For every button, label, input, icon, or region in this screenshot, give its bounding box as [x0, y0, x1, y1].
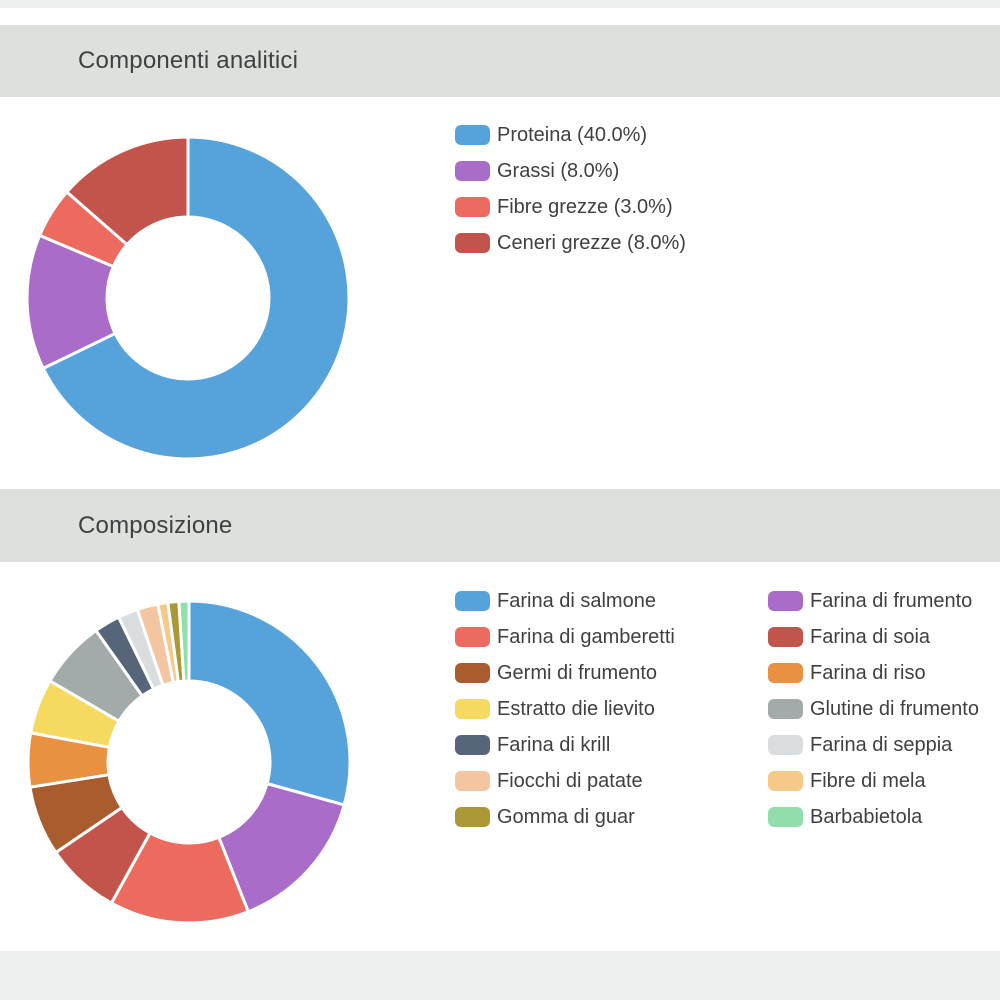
legend-label: Ceneri grezze (8.0%): [497, 231, 686, 254]
section-header-componenti-analitici: Componenti analitici: [0, 25, 1000, 97]
legend-label: Farina di soia: [810, 625, 931, 648]
pie-segment-farina-di-salmone[interactable]: [187, 599, 352, 807]
legend-swatch-farina-di-krill: [455, 735, 490, 755]
legend-item-estratto-die-lievito[interactable]: Estratto die lievito: [455, 691, 768, 727]
legend-item-farina-di-soia[interactable]: Farina di soia: [768, 619, 979, 655]
legend-swatch-gomma-di-guar: [455, 807, 490, 827]
legend-swatch-farina-di-seppia: [768, 735, 803, 755]
legend-label: Farina di seppia: [810, 733, 953, 756]
legend-label: Grassi (8.0%): [497, 159, 620, 182]
legend-swatch-fibre-di-mela: [768, 771, 803, 791]
legend-label: Glutine di frumento: [810, 697, 979, 720]
legend-item-fiocchi-di-patate[interactable]: Fiocchi di patate: [455, 763, 768, 799]
legend-swatch-germi-di-frumento: [455, 663, 490, 683]
legend-item-farina-di-gamberetti[interactable]: Farina di gamberetti: [455, 619, 768, 655]
legend-label: Germi di frumento: [497, 661, 658, 684]
section-title-componenti-analitici: Componenti analitici: [78, 47, 299, 74]
legend-item-proteina[interactable]: Proteina (40.0%): [455, 117, 686, 153]
legend-swatch-farina-di-soia: [768, 627, 803, 647]
legend-label: Fibre di mela: [810, 769, 926, 792]
legend-item-glutine-di-frumento[interactable]: Glutine di frumento: [768, 691, 979, 727]
legend-swatch-estratto-die-lievito: [455, 699, 490, 719]
legend-swatch-ceneri-grezze: [455, 233, 490, 253]
legend-swatch-fiocchi-di-patate: [455, 771, 490, 791]
legend-swatch-farina-di-salmone: [455, 591, 490, 611]
legend-item-ceneri-grezze[interactable]: Ceneri grezze (8.0%): [455, 225, 686, 261]
section-title-composizione: Composizione: [78, 511, 233, 539]
composizione-donut-chart: [26, 599, 352, 925]
legend-label: Gomma di guar: [497, 805, 635, 828]
pie-segment-barbabietola[interactable]: [177, 599, 191, 683]
legend-swatch-grassi: [455, 161, 490, 181]
composizione-legend: Farina di salmone Farina di frumento Farin…: [455, 583, 979, 835]
legend-item-fibre-di-mela[interactable]: Fibre di mela: [768, 763, 979, 799]
section-header-composizione: Composizione: [0, 489, 1000, 562]
componenti-analitici-legend: Proteina (40.0%) Grassi (8.0%) Fibre grezz…: [455, 117, 686, 261]
legend-label: Farina di salmone: [497, 589, 656, 612]
legend-label: Farina di krill: [497, 733, 611, 756]
legend-label: Farina di gamberetti: [497, 625, 675, 648]
adjacent-section-strip-top: [0, 0, 1000, 8]
pie-segment-proteina[interactable]: [41, 135, 351, 461]
legend-swatch-proteina: [455, 125, 490, 145]
legend-swatch-fibre-grezze: [455, 197, 490, 217]
legend-item-gomma-di-guar[interactable]: Gomma di guar: [455, 799, 768, 835]
legend-item-farina-di-seppia[interactable]: Farina di seppia: [768, 727, 979, 763]
legend-label: Fiocchi di patate: [497, 769, 643, 792]
legend-item-farina-di-salmone[interactable]: Farina di salmone: [455, 583, 768, 619]
legend-label: Fibre grezze (3.0%): [497, 195, 673, 218]
legend-item-germi-di-frumento[interactable]: Germi di frumento: [455, 655, 768, 691]
pie-segment-ceneri-grezze[interactable]: [65, 135, 190, 247]
legend-swatch-farina-di-frumento: [768, 591, 803, 611]
legend-label: Proteina (40.0%): [497, 123, 648, 146]
pie-segment-farina-di-frumento[interactable]: [217, 782, 346, 914]
legend-item-farina-di-krill[interactable]: Farina di krill: [455, 727, 768, 763]
adjacent-section-strip-bottom: [0, 951, 1000, 1000]
legend-swatch-glutine-di-frumento: [768, 699, 803, 719]
legend-item-grassi[interactable]: Grassi (8.0%): [455, 153, 686, 189]
legend-swatch-farina-di-gamberetti: [455, 627, 490, 647]
legend-item-farina-di-frumento[interactable]: Farina di frumento: [768, 583, 979, 619]
legend-item-barbabietola[interactable]: Barbabietola: [768, 799, 979, 835]
legend-label: Farina di frumento: [810, 589, 973, 612]
legend-label: Farina di riso: [810, 661, 926, 684]
legend-swatch-barbabietola: [768, 807, 803, 827]
componenti-analitici-donut-chart: [25, 135, 351, 461]
legend-item-fibre-grezze[interactable]: Fibre grezze (3.0%): [455, 189, 686, 225]
legend-label: Barbabietola: [810, 805, 923, 828]
legend-swatch-farina-di-riso: [768, 663, 803, 683]
legend-label: Estratto die lievito: [497, 697, 655, 720]
legend-item-farina-di-riso[interactable]: Farina di riso: [768, 655, 979, 691]
